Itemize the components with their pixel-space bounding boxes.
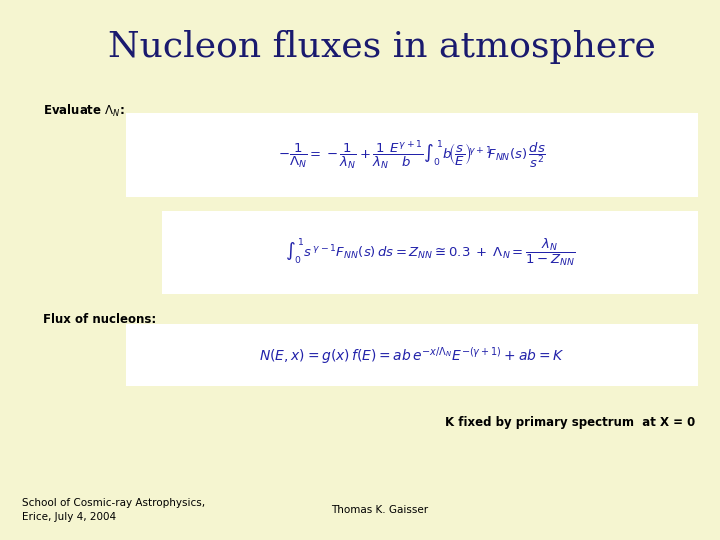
Text: Nucleon fluxes in atmosphere: Nucleon fluxes in atmosphere: [108, 30, 655, 64]
Text: $-\dfrac{1}{\Lambda_N} = -\dfrac{1}{\lambda_N} + \dfrac{1}{\lambda_N}\dfrac{E^{\: $-\dfrac{1}{\Lambda_N} = -\dfrac{1}{\lam…: [278, 139, 546, 172]
Text: $\int_0^{\,1} s^{\,\gamma-1}F_{NN}(s)\,ds = Z_{NN} \cong 0.3\;+\; \Lambda_N = \d: $\int_0^{\,1} s^{\,\gamma-1}F_{NN}(s)\,d…: [284, 237, 575, 269]
Text: K fixed by primary spectrum  at X = 0: K fixed by primary spectrum at X = 0: [444, 416, 695, 429]
Bar: [126, 324, 698, 386]
Text: School of Cosmic-ray Astrophysics,
Erice, July 4, 2004: School of Cosmic-ray Astrophysics, Erice…: [22, 498, 204, 522]
Bar: [162, 211, 698, 294]
Text: $N(E,x)= g(x)\,f(E) = ab\,e^{-x/\Lambda_N}E^{-(\gamma+1)} + ab = K$: $N(E,x)= g(x)\,f(E) = ab\,e^{-x/\Lambda_…: [259, 345, 564, 366]
Text: Flux of nucleons:: Flux of nucleons:: [43, 313, 156, 326]
Text: Thomas K. Gaisser: Thomas K. Gaisser: [331, 505, 428, 515]
Text: Evaluate $\Lambda_N$:: Evaluate $\Lambda_N$:: [43, 103, 125, 119]
Bar: [126, 113, 698, 197]
